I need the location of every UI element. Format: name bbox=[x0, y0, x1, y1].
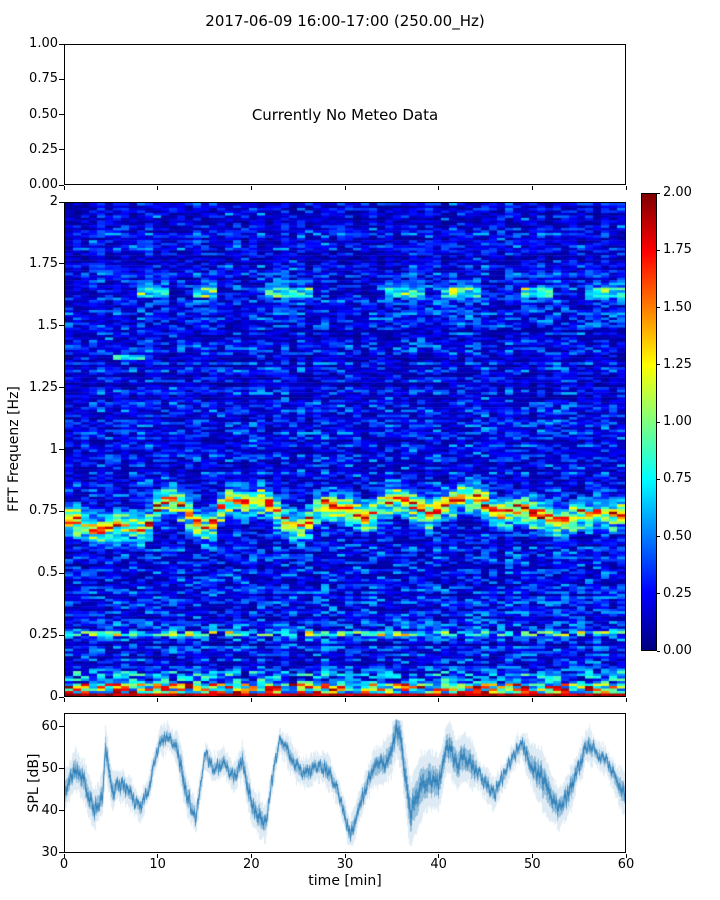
x-tick-mark bbox=[438, 698, 440, 702]
y-tick-label: 0.25 bbox=[29, 627, 58, 643]
x-tick-mark bbox=[438, 854, 440, 858]
y-tick-mark bbox=[59, 449, 64, 450]
x-tick-mark bbox=[63, 186, 65, 190]
colorbar-tick-mark bbox=[657, 593, 660, 595]
colorbar-tick-label: 0.00 bbox=[663, 643, 692, 658]
x-tick-mark bbox=[157, 698, 159, 702]
spl-line-chart bbox=[65, 714, 625, 852]
y-tick-mark bbox=[59, 387, 64, 389]
x-tick-label: 30 bbox=[336, 857, 354, 872]
y-tick-mark bbox=[59, 43, 64, 45]
y-tick-label: 1.00 bbox=[29, 36, 58, 51]
y-tick-label: 40 bbox=[41, 802, 58, 818]
spectrogram-panel bbox=[64, 202, 626, 697]
colorbar-tick-label: 1.75 bbox=[663, 242, 692, 258]
y-tick-mark bbox=[59, 726, 64, 728]
colorbar-tick-mark bbox=[657, 650, 660, 652]
x-tick-label: 50 bbox=[524, 857, 541, 872]
x-tick-mark bbox=[531, 854, 533, 858]
y-tick-mark bbox=[59, 114, 64, 115]
x-tick-mark bbox=[625, 698, 627, 702]
y-tick-mark bbox=[59, 201, 64, 203]
y-tick-label: 2 bbox=[49, 194, 58, 209]
colorbar-tick-mark bbox=[657, 421, 660, 423]
y-tick-label: 1.5 bbox=[37, 317, 58, 333]
colorbar-tick-mark bbox=[657, 307, 660, 308]
y-tick-label: 0 bbox=[49, 689, 58, 704]
y-tick-mark bbox=[59, 572, 64, 574]
x-tick-mark bbox=[344, 698, 346, 702]
colorbar-tick-label: 1.00 bbox=[663, 414, 692, 429]
colorbar-tick-label: 0.25 bbox=[663, 585, 692, 601]
y-tick-mark bbox=[59, 149, 64, 151]
x-tick-mark bbox=[250, 854, 252, 858]
x-tick-mark bbox=[157, 186, 159, 190]
y-tick-mark bbox=[59, 810, 64, 812]
y-tick-label: 0.5 bbox=[37, 565, 58, 581]
colorbar-tick-label: 0.50 bbox=[663, 528, 692, 544]
y-tick-mark bbox=[59, 852, 64, 854]
x-tick-mark bbox=[531, 186, 533, 190]
colorbar bbox=[641, 193, 657, 651]
x-tick-label: 40 bbox=[430, 857, 447, 872]
x-tick-label: 20 bbox=[243, 857, 260, 872]
colorbar-tick-mark bbox=[657, 478, 660, 480]
spl-panel bbox=[64, 713, 626, 853]
colorbar-tick-label: 0.75 bbox=[663, 471, 692, 487]
colorbar-tick-mark bbox=[657, 536, 660, 537]
y-tick-mark bbox=[59, 325, 64, 327]
y-tick-label: 1 bbox=[49, 441, 58, 457]
colorbar-tick-label: 1.25 bbox=[663, 356, 692, 372]
y-tick-label: 0.25 bbox=[29, 141, 58, 157]
colorbar-tick-mark bbox=[657, 249, 660, 251]
y-tick-label: 50 bbox=[41, 760, 58, 776]
y-tick-label: 0.75 bbox=[29, 71, 58, 87]
meteo-panel: Currently No Meteo Data bbox=[64, 44, 626, 185]
y-tick-label: 0.50 bbox=[29, 106, 58, 122]
x-tick-mark bbox=[63, 698, 65, 702]
colorbar-tick-label: 1.50 bbox=[663, 299, 692, 315]
meteo-message: Currently No Meteo Data bbox=[251, 105, 439, 124]
x-tick-mark bbox=[250, 186, 252, 190]
x-tick-mark bbox=[625, 186, 627, 190]
y-tick-label: 60 bbox=[41, 718, 58, 734]
y-tick-mark bbox=[59, 768, 64, 770]
colorbar-tick-label: 2.00 bbox=[663, 185, 692, 200]
y-tick-mark bbox=[59, 184, 64, 186]
y-tick-mark bbox=[59, 510, 64, 512]
y-tick-mark bbox=[59, 696, 64, 698]
y-tick-mark bbox=[59, 263, 64, 265]
y-tick-mark bbox=[59, 634, 64, 636]
x-tick-label: 0 bbox=[59, 857, 69, 872]
colorbar-tick-mark bbox=[657, 192, 660, 194]
colorbar-gradient bbox=[642, 194, 656, 650]
spectrogram-heatmap bbox=[65, 203, 625, 696]
x-tick-label: 10 bbox=[149, 857, 166, 872]
y-tick-mark bbox=[59, 78, 64, 80]
x-tick-mark bbox=[531, 698, 533, 702]
x-tick-mark bbox=[344, 854, 346, 858]
y-tick-label: 1.75 bbox=[29, 255, 58, 271]
x-tick-mark bbox=[157, 854, 159, 858]
x-tick-mark bbox=[344, 186, 346, 190]
y-tick-label: 0.00 bbox=[29, 177, 58, 192]
x-tick-mark bbox=[625, 854, 627, 858]
x-tick-mark bbox=[250, 698, 252, 702]
x-tick-mark bbox=[63, 854, 65, 858]
y-tick-label: 30 bbox=[41, 844, 58, 860]
y-tick-label: 1.25 bbox=[29, 379, 58, 395]
figure-title: 2017-06-09 16:00-17:00 (250.00_Hz) bbox=[205, 12, 485, 30]
x-tick-label: 60 bbox=[617, 857, 635, 872]
x-tick-mark bbox=[438, 186, 440, 190]
time-xlabel: time [min] bbox=[308, 873, 382, 889]
colorbar-tick-mark bbox=[657, 364, 660, 366]
y-tick-label: 0.75 bbox=[29, 503, 58, 519]
